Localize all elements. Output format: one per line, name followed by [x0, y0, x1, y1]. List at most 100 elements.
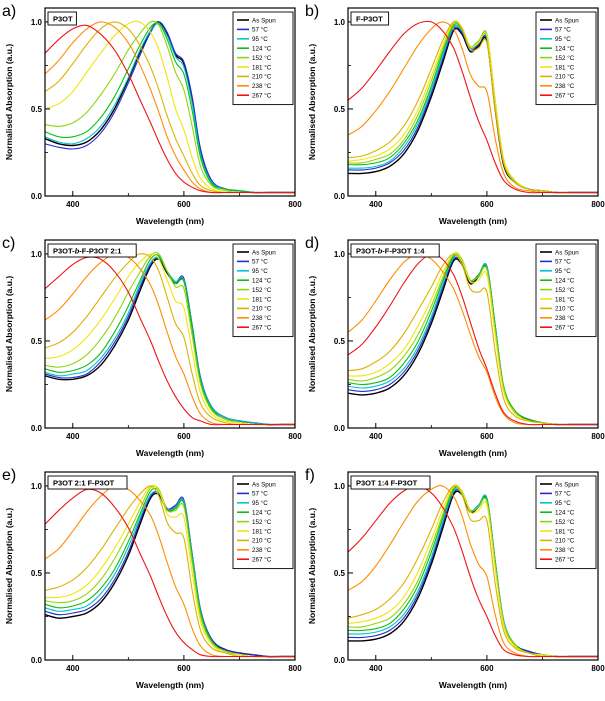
legend-label: 95 °C [555, 35, 571, 43]
legend-label: 210 °C [252, 73, 272, 81]
legend-label: 181 °C [252, 527, 272, 535]
series-line-6 [347, 253, 598, 426]
legend-label: 152 °C [252, 286, 272, 294]
panel-c: 400 600 800 0.0 0.5 1.0 Wavelength (nm) Normali… [0, 232, 302, 464]
legend-label: 238 °C [252, 82, 272, 90]
curves-group [45, 251, 295, 426]
curves-group [347, 20, 598, 194]
legend-label: 152 °C [555, 518, 575, 526]
panel-e: 400 600 800 0.0 0.5 1.0 Wavelength (nm) Normali… [0, 464, 302, 696]
legend-label: 181 °C [555, 527, 575, 535]
panel-title: P3OT [53, 15, 73, 24]
legend-label: 124 °C [555, 277, 575, 285]
legend-label: 267 °C [555, 92, 575, 100]
title-box [47, 243, 137, 258]
series-line-8 [347, 485, 598, 658]
series-line-3 [45, 22, 295, 194]
series-line-5 [347, 484, 598, 658]
y-axis-label: Normalised Absorption (a.u.) [4, 508, 14, 625]
legend-label: 152 °C [252, 518, 272, 526]
series-line-5 [45, 253, 295, 426]
series-line-8 [45, 488, 295, 658]
curves-group [45, 484, 295, 658]
panel-f: 400 600 800 0.0 0.5 1.0 Wavelength (nm) Normali… [303, 464, 605, 696]
x-tick-label: 800 [591, 200, 605, 209]
y-tick-label: 0.0 [31, 656, 43, 665]
x-tick-label: 400 [369, 432, 383, 441]
legend-label: 181 °C [555, 63, 575, 71]
legend-label: 181 °C [252, 63, 272, 71]
legend-label: 57 °C [252, 490, 268, 498]
x-axis-label: Wavelength (nm) [136, 216, 204, 226]
legend-label: 124 °C [252, 277, 272, 285]
title-box [350, 243, 440, 258]
y-tick-label: 0.5 [333, 569, 345, 578]
legend-label: 124 °C [555, 509, 575, 517]
legend-label: As Spun [555, 481, 579, 488]
legend-label: 95 °C [252, 35, 268, 43]
curves-group [347, 252, 598, 426]
y-tick-label: 1.0 [31, 18, 43, 27]
x-tick-label: 800 [288, 200, 302, 209]
chart-c: 400 600 800 0.0 0.5 1.0 Wavelength (nm) Normali… [2, 235, 302, 458]
legend-label: 210 °C [555, 537, 575, 545]
panel-letter: c) [2, 235, 15, 252]
panel-title: P3OT-b-F-P3OT 2:1 [53, 247, 121, 256]
legend-label: 238 °C [555, 82, 575, 90]
x-tick-label: 600 [480, 200, 494, 209]
y-axis-label: Normalised Absorption (a.u.) [307, 508, 317, 625]
series-line-6 [347, 20, 598, 194]
panel-a: 400 600 800 0.0 0.5 1.0 Wavelength (nm) Normali… [0, 0, 302, 232]
y-tick-label: 1.0 [31, 482, 43, 491]
panel-letter: e) [2, 467, 16, 484]
x-tick-label: 800 [591, 432, 605, 441]
curves-group [347, 484, 598, 658]
legend-label: 152 °C [555, 286, 575, 294]
x-tick-label: 600 [177, 200, 191, 209]
panel-letter: d) [305, 235, 319, 252]
panel-d: 400 600 800 0.0 0.5 1.0 Wavelength (nm) Normali… [303, 232, 605, 464]
legend-label: As Spun [252, 17, 276, 24]
y-tick-label: 0.0 [31, 424, 43, 433]
panel-letter: f) [305, 467, 315, 484]
legend-label: 267 °C [252, 92, 272, 100]
legend-label: As Spun [252, 249, 276, 256]
y-axis-label: Normalised Absorption (a.u.) [4, 276, 14, 393]
y-tick-label: 1.0 [31, 250, 43, 259]
legend-label: 267 °C [252, 324, 272, 332]
x-axis-label: Wavelength (nm) [438, 680, 506, 690]
x-tick-label: 600 [177, 432, 191, 441]
legend-label: 95 °C [555, 267, 571, 275]
legend-label: 57 °C [252, 258, 268, 266]
x-axis-label: Wavelength (nm) [136, 680, 204, 690]
plot-frame [346, 471, 599, 661]
x-tick-label: 400 [369, 664, 383, 673]
legend-label: 57 °C [555, 490, 571, 498]
legend-label: 238 °C [555, 546, 575, 554]
y-tick-label: 1.0 [333, 250, 345, 259]
panel-letter: b) [305, 3, 319, 20]
legend-label: 95 °C [252, 499, 268, 507]
y-axis-label: Normalised Absorption (a.u.) [4, 44, 14, 161]
panel-b: 400 600 800 0.0 0.5 1.0 Wavelength (nm) Normali… [303, 0, 605, 232]
chart-e: 400 600 800 0.0 0.5 1.0 Wavelength (nm) Normali… [2, 467, 302, 690]
x-tick-label: 800 [288, 664, 302, 673]
chart-f: 400 600 800 0.0 0.5 1.0 Wavelength (nm) Normali… [305, 467, 605, 690]
x-tick-label: 400 [369, 200, 383, 209]
panel-title: P3OT-b-F-P3OT 1:4 [356, 247, 425, 256]
chart-b: 400 600 800 0.0 0.5 1.0 Wavelength (nm) Normali… [305, 3, 605, 226]
x-tick-label: 800 [288, 432, 302, 441]
chart-d: 400 600 800 0.0 0.5 1.0 Wavelength (nm) Normali… [305, 235, 605, 458]
title-box [350, 11, 389, 26]
x-tick-label: 400 [66, 432, 80, 441]
x-tick-label: 400 [66, 664, 80, 673]
plot-frame [44, 7, 296, 197]
legend-label: As Spun [252, 481, 276, 488]
x-axis-label: Wavelength (nm) [136, 448, 204, 458]
legend-label: 267 °C [555, 324, 575, 332]
y-tick-label: 0.5 [31, 337, 43, 346]
panel-title: F-P3OT [356, 15, 383, 24]
legend-label: 210 °C [252, 537, 272, 545]
legend-label: 238 °C [252, 314, 272, 322]
plot-frame [346, 7, 599, 197]
